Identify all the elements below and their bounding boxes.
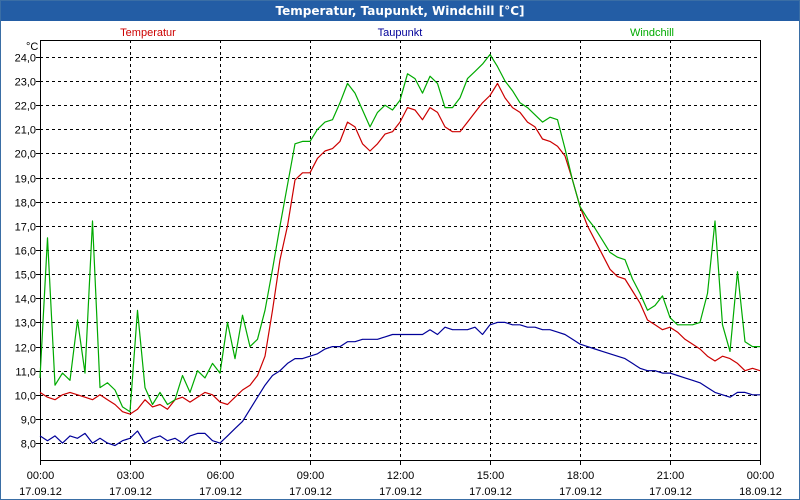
y-tick-label: 14,0 [15,294,36,306]
x-tick-date: 17.09.12 [649,486,692,498]
x-tick-date: 17.09.12 [19,486,62,498]
x-tick-date: 17.09.12 [289,486,332,498]
y-tick-label: 24,0 [15,53,36,65]
x-tick-time: 09:00 [297,470,325,482]
y-axis-label: °C [26,41,38,53]
series-line-windchill [39,53,760,413]
y-tick-label: 17,0 [15,222,36,234]
series-lines [39,53,761,447]
series-line-taupunkt [39,321,760,447]
y-tick-label: 11,0 [15,367,36,379]
y-tick-label: 16,0 [15,246,36,258]
y-tick-label: 22,0 [15,101,36,113]
y-axis-ticks: 8,0 9,0 10,0 11,0 12,0 13,0 14,0 15,0 16,0 17,0 18… [15,53,40,451]
legend-temperatur: Temperatur [120,27,176,39]
x-tick-date: 18.09.12 [739,486,782,498]
y-tick-label: 10,0 [15,391,36,403]
legend-taupunkt: Taupunkt [378,27,423,39]
y-tick-label: 20,0 [15,149,36,161]
y-tick-label: 9,0 [21,415,36,427]
series-line-temperatur [39,82,761,415]
x-tick-date: 17.09.12 [469,486,512,498]
y-tick-label: 8,0 [21,439,36,451]
y-tick-label: 12,0 [15,343,36,355]
x-tick-time: 15:00 [477,470,505,482]
x-tick-time: 03:00 [117,470,145,482]
x-tick-time: 06:00 [207,470,235,482]
y-tick-label: 18,0 [15,198,36,210]
y-tick-label: 21,0 [15,125,36,137]
x-tick-time: 00:00 [27,470,55,482]
x-axis-ticks: 00:00 17.09.12 03:00 17.09.12 06:00 17.09.12 0… [19,460,782,498]
x-tick-time: 18:00 [567,470,595,482]
x-tick-date: 17.09.12 [559,486,602,498]
grid [40,40,760,460]
y-tick-label: 19,0 [15,174,36,186]
x-tick-date: 17.09.12 [199,486,242,498]
x-tick-time: 00:00 [747,470,775,482]
window-title: Temperatur, Taupunkt, Windchill [°C] [1,1,799,21]
y-tick-label: 23,0 [15,77,36,89]
x-tick-date: 17.09.12 [109,486,152,498]
legend-windchill: Windchill [630,27,674,39]
y-tick-label: 13,0 [15,318,36,330]
x-tick-time: 21:00 [657,470,685,482]
x-tick-time: 12:00 [387,470,415,482]
x-tick-date: 17.09.12 [379,486,422,498]
y-tick-label: 15,0 [15,270,36,282]
